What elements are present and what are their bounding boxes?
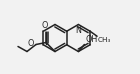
Text: O: O [28, 38, 34, 48]
Text: N: N [75, 26, 81, 35]
Text: O: O [42, 20, 48, 30]
Text: OH: OH [85, 34, 98, 44]
Text: CH₃: CH₃ [98, 37, 111, 43]
